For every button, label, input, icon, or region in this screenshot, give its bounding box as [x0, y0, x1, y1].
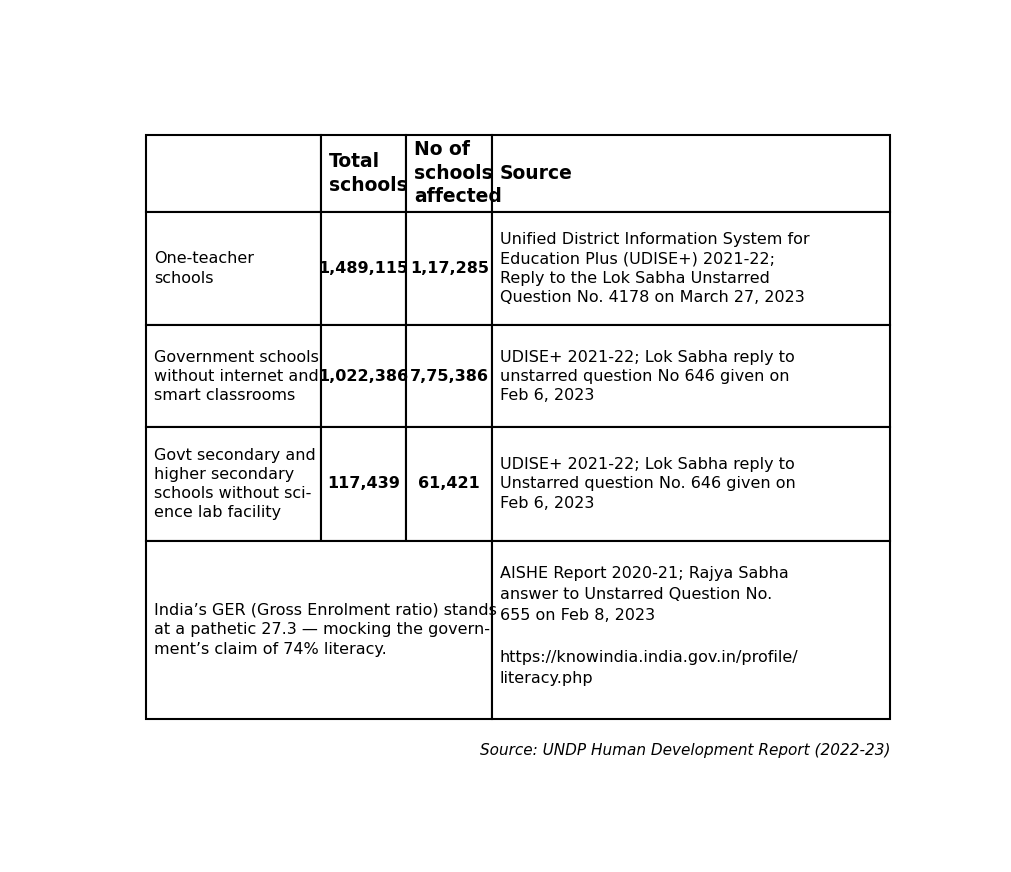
Bar [320, 427, 406, 541]
Bar [320, 212, 406, 325]
Text: Government schools
without internet and
smart classrooms: Government schools without internet and … [154, 350, 318, 403]
Text: India’s GER (Gross Enrolment ratio) stands
at a pathetic 27.3 — mocking the gove: India’s GER (Gross Enrolment ratio) stan… [154, 603, 496, 657]
Text: Unified District Information System for
Education Plus (UDISE+) 2021-22;
Reply t: Unified District Information System for … [499, 232, 810, 305]
Text: 7,75,386: 7,75,386 [409, 369, 488, 384]
Bar [320, 325, 406, 427]
Text: Govt secondary and
higher secondary
schools without sci-
ence lab facility: Govt secondary and higher secondary scho… [154, 447, 315, 520]
Bar [146, 427, 320, 541]
Bar [146, 325, 320, 427]
Text: 1,17,285: 1,17,285 [409, 261, 488, 276]
Text: 1,022,386: 1,022,386 [318, 369, 408, 384]
Bar [406, 212, 492, 325]
Bar [406, 427, 492, 541]
Text: Source: UNDP Human Development Report (2022-23): Source: UNDP Human Development Report (2… [480, 743, 891, 758]
Bar [492, 212, 891, 325]
Text: One-teacher
schools: One-teacher schools [154, 251, 254, 286]
Bar [146, 135, 320, 212]
Text: Total
schools: Total schools [329, 152, 407, 194]
Text: Source: Source [499, 164, 573, 183]
Bar [492, 427, 891, 541]
Text: UDISE+ 2021-22; Lok Sabha reply to
Unstarred question No. 646 given on
Feb 6, 20: UDISE+ 2021-22; Lok Sabha reply to Unsta… [499, 457, 796, 510]
Text: 1,489,115: 1,489,115 [318, 261, 408, 276]
Text: AISHE Report 2020-21; Rajya Sabha
answer to Unstarred Question No.
655 on Feb 8,: AISHE Report 2020-21; Rajya Sabha answer… [499, 566, 799, 686]
Bar [492, 135, 891, 212]
Bar [492, 541, 891, 719]
Text: No of
schools
affected: No of schools affected [415, 140, 502, 207]
Bar [492, 325, 891, 427]
Text: 61,421: 61,421 [419, 476, 480, 491]
Bar [146, 212, 320, 325]
Text: UDISE+ 2021-22; Lok Sabha reply to
unstarred question No 646 given on
Feb 6, 202: UDISE+ 2021-22; Lok Sabha reply to unsta… [499, 350, 795, 403]
Text: 117,439: 117,439 [328, 476, 400, 491]
Bar [146, 541, 492, 719]
Bar [406, 325, 492, 427]
Bar [320, 135, 406, 212]
Bar [406, 135, 492, 212]
